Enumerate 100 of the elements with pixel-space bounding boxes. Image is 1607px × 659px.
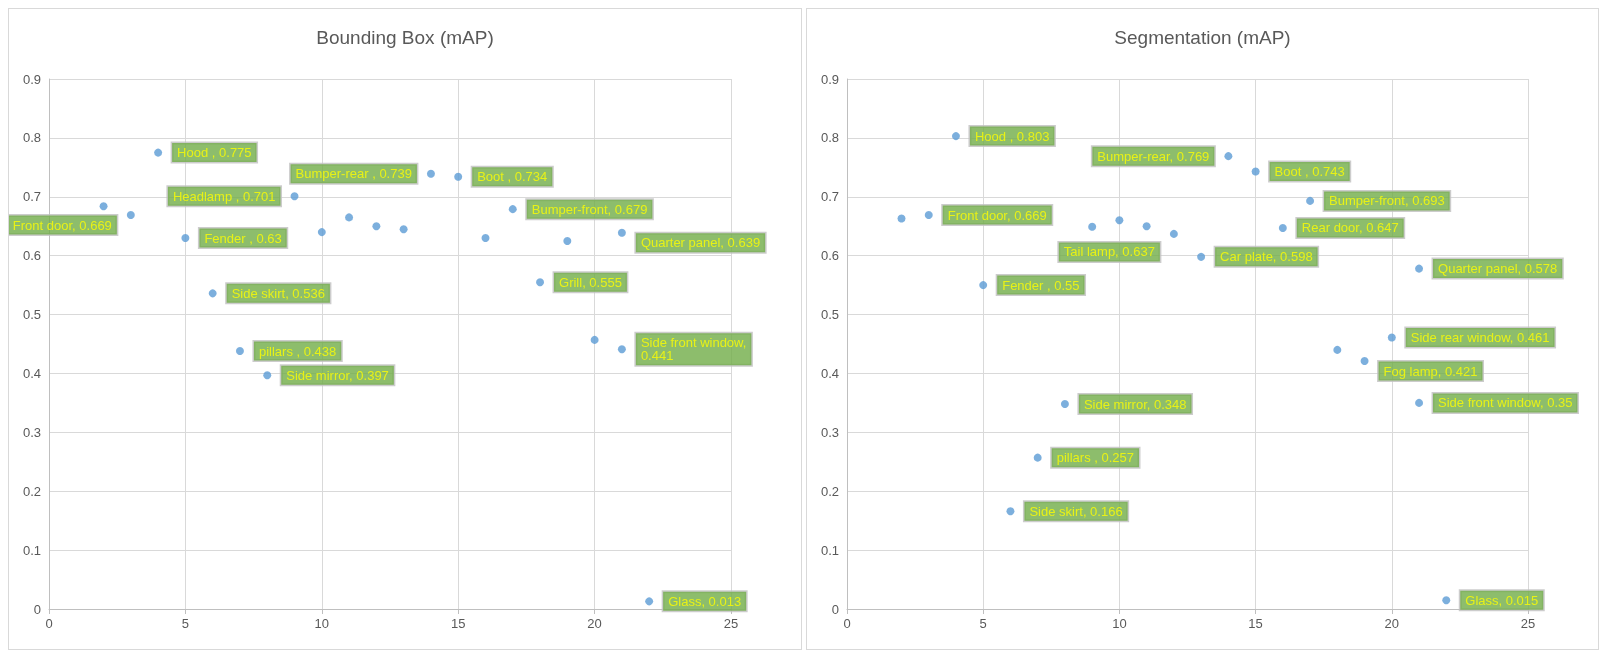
data-label: Side rear window, 0.461 <box>1410 330 1550 346</box>
point <box>645 597 654 606</box>
point <box>1088 222 1097 231</box>
point <box>951 132 960 141</box>
x-tick-label: 5 <box>181 616 190 631</box>
point <box>481 234 490 242</box>
data-label: pillars , 0.257 <box>1056 450 1135 466</box>
point <box>99 202 108 211</box>
data-label: Side mirror, 0.348 <box>1083 396 1187 412</box>
data-label: Bumper-rear, 0.769 <box>1097 148 1210 164</box>
point <box>1169 229 1178 238</box>
data-label: Side skirt, 0.166 <box>1029 503 1123 519</box>
data-label: Side mirror, 0.397 <box>286 367 389 383</box>
point <box>1360 357 1369 366</box>
point <box>263 371 272 380</box>
data-label: Glass, 0.015 <box>1465 592 1539 608</box>
point <box>563 236 572 245</box>
x-tick-label: 10 <box>1112 616 1127 631</box>
point <box>208 289 217 298</box>
point <box>1006 507 1015 516</box>
point <box>924 211 933 220</box>
point <box>1251 167 1260 176</box>
point <box>426 169 435 178</box>
data-label: Boot , 0.734 <box>477 169 548 185</box>
y-tick-label: 0.9 <box>22 71 41 87</box>
y-tick-label: 0.7 <box>820 189 839 205</box>
point <box>536 278 545 287</box>
data-label: Side front window, 0.441 <box>640 335 747 364</box>
data-label: Quarter panel, 0.639 <box>640 235 761 251</box>
y-tick-label: 0.9 <box>820 71 839 87</box>
y-tick-label: 0.6 <box>820 248 839 264</box>
x-tick-label: 15 <box>1248 616 1263 631</box>
x-tick-label: 0 <box>45 616 53 631</box>
point <box>345 213 354 222</box>
point <box>617 228 626 237</box>
chart-title: Bounding Box (mAP) <box>316 27 494 48</box>
point <box>1224 152 1233 161</box>
y-tick-label: 0.3 <box>820 424 839 440</box>
point <box>454 172 463 181</box>
point <box>979 281 988 290</box>
point <box>317 228 326 237</box>
y-tick-label: 0.7 <box>22 189 41 205</box>
data-label: Front door, 0.669 <box>12 217 112 233</box>
chart-title: Segmentation (mAP) <box>1114 27 1291 48</box>
point <box>290 192 299 201</box>
data-label: Car plate, 0.598 <box>1220 249 1313 265</box>
point <box>181 234 190 242</box>
y-tick-label: 0.3 <box>22 424 41 440</box>
x-tick-label: 20 <box>587 616 602 631</box>
point <box>1333 345 1342 354</box>
point <box>1278 223 1287 232</box>
point <box>1197 252 1206 261</box>
point <box>235 347 244 356</box>
data-label: Quarter panel, 0.578 <box>1438 261 1558 277</box>
point <box>1033 453 1042 462</box>
data-label: Tail lamp, 0.637 <box>1063 244 1155 260</box>
data-label: Side front window, 0.35 <box>1438 395 1573 411</box>
y-tick-label: 0.5 <box>22 307 41 323</box>
point <box>1060 400 1069 409</box>
y-tick-label: 0.1 <box>820 542 839 558</box>
x-tick-label: 25 <box>1520 616 1536 631</box>
data-label: Fender , 0.63 <box>204 230 282 246</box>
x-tick-label: 0 <box>843 616 851 631</box>
point <box>897 214 906 223</box>
y-tick-label: 0.8 <box>820 130 839 146</box>
y-tick-label: 0.4 <box>820 365 839 381</box>
x-tick-label: 15 <box>450 616 466 631</box>
x-tick-label: 5 <box>979 616 987 631</box>
data-label: Headlamp , 0.701 <box>172 188 276 204</box>
point <box>1415 264 1424 273</box>
data-label: Bumper-front, 0.693 <box>1329 193 1445 209</box>
data-label: pillars , 0.438 <box>258 343 337 359</box>
y-tick-label: 0 <box>831 601 839 617</box>
data-label: Hood , 0.803 <box>974 128 1050 144</box>
data-label: Bumper-rear , 0.739 <box>295 166 412 182</box>
point <box>1442 596 1451 605</box>
point <box>1387 333 1396 342</box>
y-tick-label: 0.4 <box>22 365 41 381</box>
y-tick-label: 0 <box>33 601 41 617</box>
x-tick-label: 10 <box>314 616 330 631</box>
y-tick-label: 0.5 <box>820 307 839 323</box>
point <box>399 225 408 234</box>
point <box>617 345 626 354</box>
data-label: Fender , 0.55 <box>1002 277 1080 293</box>
y-tick-label: 0.2 <box>820 483 839 499</box>
point <box>1115 216 1124 225</box>
data-label: Glass, 0.013 <box>668 593 742 609</box>
point <box>508 205 517 214</box>
point <box>1415 398 1424 407</box>
data-label: Side skirt, 0.536 <box>231 285 325 301</box>
point <box>154 148 163 157</box>
point <box>1142 222 1151 231</box>
data-label: Front door, 0.669 <box>947 207 1047 223</box>
y-tick-label: 0.8 <box>22 130 41 146</box>
data-label: Boot , 0.743 <box>1274 163 1345 179</box>
data-label: Hood , 0.775 <box>177 145 252 161</box>
point <box>126 211 135 220</box>
point <box>372 222 381 231</box>
point <box>590 335 599 344</box>
y-tick-label: 0.6 <box>22 248 41 264</box>
